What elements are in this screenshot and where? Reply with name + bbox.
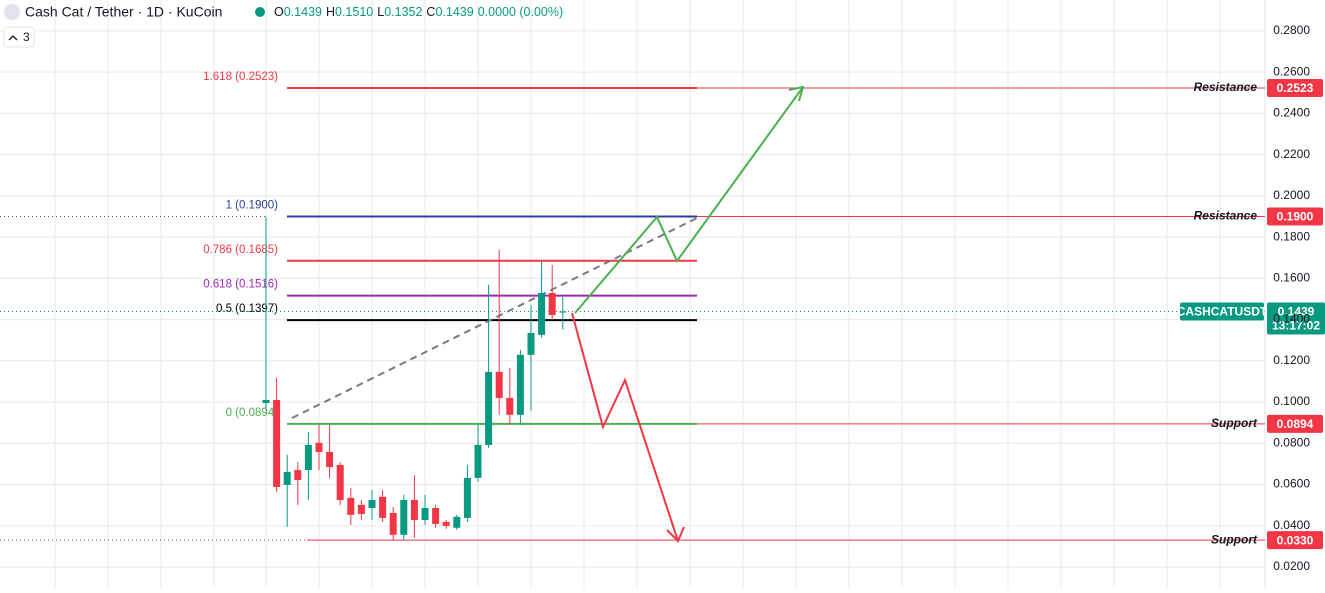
candle-body — [463, 477, 471, 518]
price-tag-label: 0.0330 — [1277, 533, 1314, 547]
price-tag — [1267, 207, 1323, 226]
candle-body — [304, 444, 312, 471]
market-status — [255, 7, 265, 17]
candle-body — [506, 397, 514, 415]
candle-body — [389, 512, 397, 535]
y-tick-label: 0.0800 — [1273, 435, 1310, 449]
symbol-title: Cash Cat / Tether · 1D · KuCoin — [25, 4, 222, 20]
trend-line — [291, 217, 698, 419]
y-tick-label: 0.2200 — [1273, 147, 1310, 161]
y-tick-label: 0.1200 — [1273, 353, 1310, 367]
change: 0.0000 (0.00%) — [478, 5, 563, 19]
ohlc-key: L — [377, 5, 384, 19]
candle-body — [527, 332, 535, 355]
candle-body — [548, 292, 556, 316]
fib-label: 0.5 (0.1397) — [216, 303, 278, 315]
countdown: 13:17:02 — [1272, 319, 1320, 333]
y-tick-label: 0.1600 — [1273, 271, 1310, 285]
last-price-label: 0.1439 — [1278, 305, 1315, 319]
candle-body — [410, 499, 418, 520]
candle-body — [400, 499, 408, 535]
candle-body — [453, 516, 461, 528]
y-tick-label: 0.2400 — [1273, 106, 1310, 120]
candle-body — [368, 499, 376, 509]
candle-body — [294, 470, 302, 480]
y-tick-label: 0.1000 — [1273, 394, 1310, 408]
ohlc-value: 0.1439 — [284, 5, 322, 19]
candle-body — [485, 371, 493, 445]
level-name: Support — [1211, 416, 1258, 430]
symbol-tag-label: CASHCATUSDT — [1177, 305, 1268, 319]
y-tick-label: 0.0200 — [1273, 559, 1310, 573]
bullish-path — [574, 86, 804, 314]
fib-label: 1 (0.1900) — [226, 200, 279, 212]
ohlc-key: H — [326, 5, 335, 19]
indicator-count: 3 — [23, 30, 30, 44]
candle-body — [283, 471, 291, 485]
candle-body — [357, 504, 365, 514]
price-tag — [1267, 531, 1323, 550]
ohlc-value: 0.1510 — [335, 5, 373, 19]
fib-label: 0 (0.0894) — [226, 407, 279, 419]
y-tick-label: 0.1800 — [1273, 229, 1310, 243]
ohlc-key: O — [274, 5, 284, 19]
level-name: Resistance — [1194, 209, 1258, 223]
y-tick-label: 0.2000 — [1273, 188, 1310, 202]
y-tick-label: 0.0400 — [1273, 518, 1310, 532]
y-tick-label: 0.2600 — [1273, 64, 1310, 78]
last-price-tag — [1267, 302, 1325, 335]
ohlc-value: 0.1439 — [435, 5, 473, 19]
price-tag — [1267, 414, 1323, 433]
candle-body — [495, 371, 503, 398]
fib-label: 0.786 (0.1685) — [203, 244, 278, 256]
level-name: Support — [1211, 532, 1258, 546]
candle-body — [474, 444, 482, 478]
candle-body — [538, 292, 546, 335]
bullish-arrowhead — [788, 85, 805, 102]
candle-body — [315, 442, 323, 452]
candle-body — [516, 354, 524, 415]
ohlc-key: C — [426, 5, 435, 19]
price-tag-label: 0.2523 — [1277, 81, 1314, 95]
candle-body — [432, 508, 440, 524]
bearish-path — [571, 312, 679, 542]
candle-body — [326, 451, 334, 467]
level-name: Resistance — [1194, 80, 1258, 94]
chevron — [8, 35, 18, 41]
candle-body — [442, 521, 450, 526]
candle-body — [559, 311, 567, 313]
candle-body — [262, 399, 270, 404]
y-tick-label: 0.2800 — [1273, 23, 1310, 37]
candle-body — [421, 508, 429, 520]
ohlc-value: 0.1352 — [384, 5, 422, 19]
price-tag — [1267, 79, 1323, 98]
bearish-arrowhead — [666, 526, 685, 543]
symbol-logo — [4, 4, 20, 20]
candle-body — [273, 399, 281, 487]
candle-body — [379, 496, 387, 518]
y-tick-label: 0.0600 — [1273, 477, 1310, 491]
symbol-tag — [1180, 302, 1264, 321]
fib-label: 1.618 (0.2523) — [203, 71, 278, 83]
price-tag-label: 0.0894 — [1277, 417, 1314, 431]
ohlc: O0.1439 H0.1510 L0.1352 C0.1439 0.0000 (0.00… — [274, 5, 563, 19]
fib-label: 0.618 (0.1516) — [203, 279, 278, 291]
indicators-toggle[interactable] — [3, 26, 35, 48]
price-tag-label: 0.1900 — [1277, 210, 1314, 224]
candle-body — [336, 464, 344, 500]
y-tick-label: 0.1400 — [1273, 312, 1310, 326]
header: Cash Cat / Tether · 1D · KuCoin O0.1439 H… — [3, 4, 563, 48]
time-grid — [54, 0, 1221, 588]
candle-body — [347, 497, 355, 515]
